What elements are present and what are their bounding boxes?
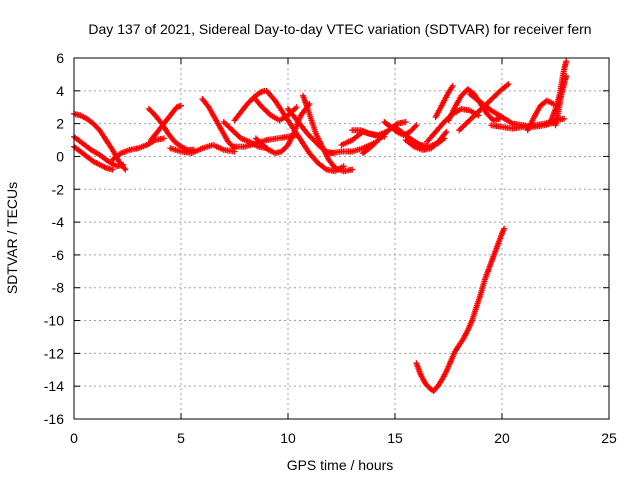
data-point — [413, 122, 420, 129]
series-prn-af — [552, 73, 570, 129]
grid-lines — [74, 58, 609, 419]
x-tick-label: 5 — [177, 430, 185, 446]
x-tick-label: 25 — [601, 430, 617, 446]
data-point — [449, 82, 456, 89]
data-series — [71, 58, 570, 395]
x-tick-label: 20 — [494, 430, 510, 446]
series-prn-ag — [413, 225, 508, 395]
data-point — [122, 166, 129, 173]
plot-border — [73, 57, 610, 420]
x-tick-label: 10 — [280, 430, 296, 446]
y-tick-label: -14 — [44, 378, 64, 394]
y-tick-label: 0 — [56, 148, 64, 164]
data-point — [563, 73, 570, 80]
series-prn-f — [148, 102, 184, 144]
series-prn-p — [299, 92, 356, 175]
y-tick-label: -8 — [52, 280, 65, 296]
data-point — [109, 166, 116, 173]
data-point — [504, 82, 511, 89]
data-point — [293, 104, 300, 111]
y-tick-label: -2 — [52, 181, 65, 197]
series-prn-q — [327, 140, 377, 157]
x-axis-label: GPS time / hours — [287, 457, 394, 473]
series-prn-b — [71, 133, 127, 170]
data-point — [443, 128, 450, 135]
data-point — [402, 118, 409, 125]
data-point — [349, 166, 356, 173]
series-prn-y — [432, 82, 456, 121]
data-point — [505, 81, 512, 88]
y-tick-label: -12 — [44, 345, 64, 361]
y-tick-label: 6 — [56, 50, 64, 66]
series-prn-a — [71, 143, 116, 173]
chart-title: Day 137 of 2021, Sidereal Day-to-day VTE… — [88, 21, 591, 37]
data-point — [563, 58, 570, 65]
data-point — [561, 115, 568, 122]
y-tick-label: 2 — [56, 116, 64, 132]
y-tick-label: -16 — [44, 411, 64, 427]
y-tick-label: 4 — [56, 83, 64, 99]
series-prn-ad — [524, 97, 557, 134]
series-prn-w — [402, 128, 450, 153]
data-point — [501, 225, 508, 232]
axis-ticks: 0 5 10 15 20 25 -16 -14 -12 -10 -8 -6 -4 -2 0 2 4 6 — [44, 50, 617, 446]
y-tick-label: -6 — [52, 247, 65, 263]
data-point — [160, 135, 167, 142]
y-tick-label: -10 — [44, 313, 64, 329]
x-tick-label: 15 — [387, 430, 403, 446]
y-tick-label: -4 — [52, 214, 65, 230]
y-axis-label: SDTVAR / TECUs — [4, 182, 20, 294]
data-point — [178, 102, 184, 109]
x-tick-label: 0 — [70, 430, 78, 446]
series-prn-d — [109, 135, 167, 163]
data-point — [412, 123, 419, 130]
series-prn-g — [167, 141, 238, 157]
